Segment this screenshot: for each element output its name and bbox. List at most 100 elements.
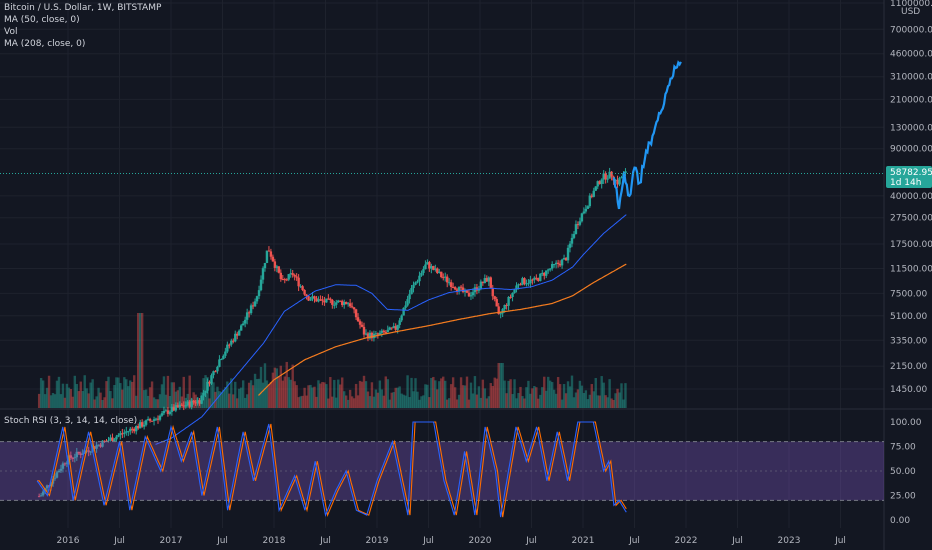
candle-body[interactable] — [428, 262, 431, 269]
candle-body[interactable] — [273, 261, 277, 268]
candle-body[interactable] — [457, 286, 461, 292]
indicator-ma50-label[interactable]: MA (50, close, 0) — [4, 15, 80, 25]
candle-body[interactable] — [313, 296, 316, 299]
candle-body[interactable] — [309, 299, 312, 301]
candle-body[interactable] — [321, 299, 324, 301]
candle-body[interactable] — [271, 256, 275, 262]
candle-body[interactable] — [523, 278, 526, 284]
candle-body[interactable] — [212, 371, 215, 376]
candle-body[interactable] — [236, 333, 239, 336]
candle-body[interactable] — [154, 418, 158, 420]
candle-body[interactable] — [444, 276, 447, 278]
candle-body[interactable] — [467, 292, 471, 297]
candle-body[interactable] — [275, 266, 279, 268]
candle-body[interactable] — [582, 211, 586, 214]
candle-body[interactable] — [255, 296, 259, 302]
candle-body[interactable] — [194, 402, 197, 404]
candle-body[interactable] — [574, 224, 578, 235]
candle-body[interactable] — [95, 445, 98, 449]
candle-body[interactable] — [550, 264, 554, 269]
candle-body[interactable] — [594, 186, 597, 191]
candle-body[interactable] — [491, 288, 494, 297]
candle-body[interactable] — [319, 299, 322, 301]
candle-body[interactable] — [576, 224, 580, 226]
candle-body[interactable] — [317, 299, 320, 302]
candle-body[interactable] — [521, 278, 524, 285]
candle-body[interactable] — [135, 426, 138, 432]
candle-body[interactable] — [170, 406, 174, 412]
time-axis[interactable]: 2016 Jul 2017 Jul 2018 Jul 2019 Jul 2020 Jul 2021 J… — [57, 536, 846, 546]
candle-body[interactable] — [333, 304, 336, 306]
candle-body[interactable] — [352, 307, 356, 310]
candle-body[interactable] — [89, 451, 92, 453]
candle-body[interactable] — [497, 306, 500, 315]
symbol-title[interactable]: Bitcoin / U.S. Dollar, 1W, BITSTAMP — [4, 3, 162, 13]
candle-body[interactable] — [406, 299, 409, 306]
candle-body[interactable] — [277, 266, 281, 273]
candle-body[interactable] — [204, 390, 207, 393]
candle-body[interactable] — [386, 329, 389, 333]
candle-body[interactable] — [103, 440, 106, 442]
candle-body[interactable] — [136, 426, 140, 429]
candle-body[interactable] — [348, 303, 352, 307]
candle-body[interactable] — [263, 262, 267, 269]
candle-body[interactable] — [142, 424, 146, 427]
candle-body[interactable] — [404, 305, 407, 308]
candle-body[interactable] — [388, 327, 391, 330]
candle-body[interactable] — [495, 299, 498, 307]
candle-body[interactable] — [568, 243, 572, 248]
candle-body[interactable] — [449, 282, 453, 287]
candle-body[interactable] — [107, 440, 110, 442]
candle-body[interactable] — [432, 266, 435, 270]
candle-body[interactable] — [287, 274, 290, 280]
candle-body[interactable] — [507, 296, 510, 306]
candle-body[interactable] — [200, 395, 203, 404]
candle-body[interactable] — [463, 290, 467, 292]
candle-body[interactable] — [208, 381, 211, 384]
candle-body[interactable] — [239, 325, 243, 331]
candle-body[interactable] — [335, 302, 338, 305]
candle-body[interactable] — [505, 304, 508, 306]
candle-body[interactable] — [487, 277, 490, 282]
candle-body[interactable] — [57, 470, 61, 473]
candle-body[interactable] — [354, 309, 358, 318]
candle-body[interactable] — [41, 491, 45, 496]
candle-body[interactable] — [602, 173, 605, 180]
candle-body[interactable] — [366, 333, 370, 339]
candle-body[interactable] — [598, 181, 601, 184]
candle-body[interactable] — [69, 455, 73, 458]
candle-body[interactable] — [410, 288, 413, 295]
candle-body[interactable] — [39, 495, 43, 497]
candle-body[interactable] — [59, 468, 63, 471]
candle-body[interactable] — [303, 289, 306, 295]
candle-body[interactable] — [323, 300, 326, 303]
candle-body[interactable] — [174, 405, 178, 411]
candle-body[interactable] — [503, 304, 506, 310]
candle-body[interactable] — [81, 453, 84, 455]
candle-body[interactable] — [509, 296, 512, 298]
candle-body[interactable] — [402, 307, 405, 316]
candle-body[interactable] — [289, 273, 292, 275]
candle-body[interactable] — [331, 299, 334, 305]
candle-body[interactable] — [398, 320, 401, 325]
candle-body[interactable] — [539, 273, 542, 281]
candle-body[interactable] — [216, 366, 219, 372]
candle-body[interactable] — [584, 208, 588, 212]
candle-body[interactable] — [370, 332, 374, 339]
candle-body[interactable] — [87, 450, 90, 452]
candle-body[interactable] — [434, 268, 437, 270]
candle-body[interactable] — [133, 428, 136, 432]
candle-body[interactable] — [416, 281, 419, 283]
candle-body[interactable] — [543, 272, 546, 276]
candle-body[interactable] — [129, 428, 132, 432]
candle-body[interactable] — [160, 413, 164, 416]
candle-body[interactable] — [325, 298, 328, 303]
candle-body[interactable] — [166, 410, 170, 414]
candle-body[interactable] — [162, 411, 166, 414]
candle-body[interactable] — [564, 258, 568, 261]
candle-body[interactable] — [267, 250, 271, 252]
candle-body[interactable] — [232, 340, 235, 342]
candle-body[interactable] — [364, 333, 368, 335]
candle-body[interactable] — [592, 190, 595, 197]
